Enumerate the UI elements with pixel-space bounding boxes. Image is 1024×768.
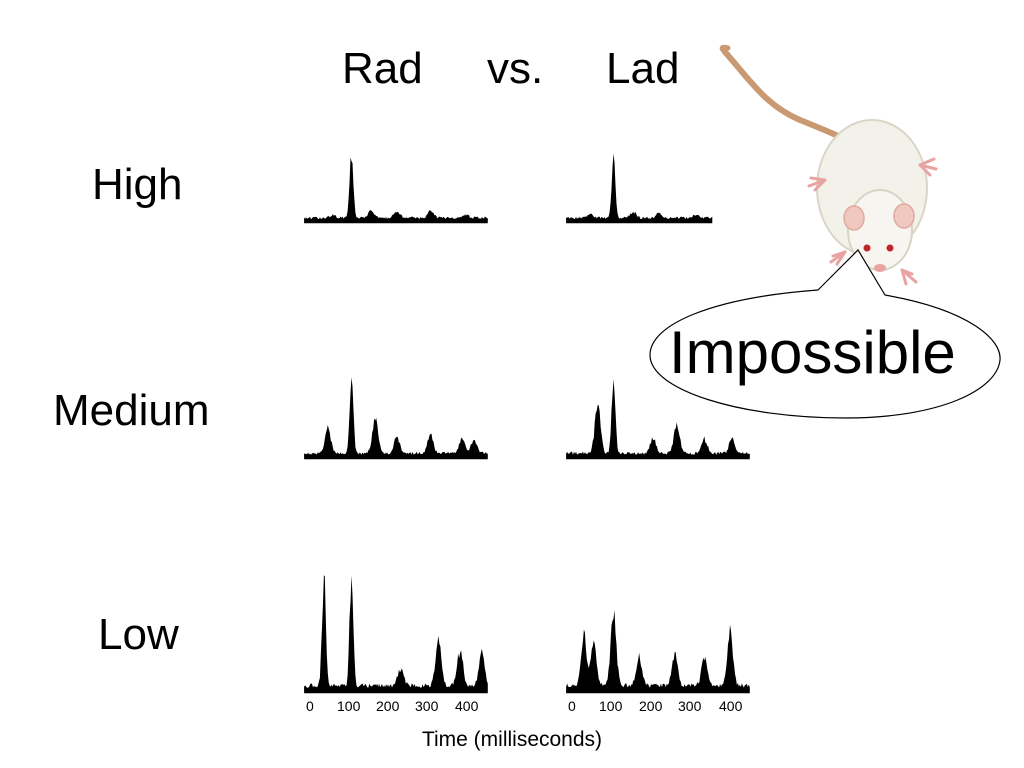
x-tick-rad-0: 0 — [306, 698, 314, 714]
x-tick-rad-300: 300 — [415, 698, 439, 714]
x-tick-lad-300: 300 — [678, 698, 702, 714]
row-label-medium: Medium — [53, 386, 210, 435]
psth-rad-medium — [304, 377, 488, 457]
rat-paw-right-front — [900, 268, 918, 286]
x-tick-lad-200: 200 — [639, 698, 663, 714]
rat-eye-left — [863, 244, 871, 252]
rat-paw-right-back — [918, 157, 938, 177]
x-axis-label: Time (milliseconds) — [421, 728, 603, 751]
title-rad: Rad — [342, 44, 423, 93]
rat-tail-tip — [719, 44, 731, 55]
psth-lad-low — [566, 609, 750, 691]
rat-ear-right — [893, 203, 915, 229]
rat-paw-left-back — [807, 176, 827, 192]
callout-text: Impossible — [669, 319, 956, 386]
title-vs: vs. — [487, 44, 544, 93]
x-tick-rad-200: 200 — [376, 698, 400, 714]
rat-eye-right — [886, 244, 894, 252]
rat-paw-left-front — [829, 250, 847, 266]
title-lad: Lad — [606, 44, 680, 93]
psth-lad-medium — [566, 378, 750, 457]
x-tick-lad-0: 0 — [568, 698, 576, 714]
row-label-low: Low — [98, 610, 179, 659]
rat-illustration — [719, 44, 938, 286]
x-tick-lad-400: 400 — [719, 698, 743, 714]
x-tick-lad-100: 100 — [599, 698, 623, 714]
row-label-high: High — [92, 160, 183, 209]
x-tick-rad-400: 400 — [455, 698, 479, 714]
rat-tail — [722, 49, 841, 139]
x-tick-rad-100: 100 — [337, 698, 361, 714]
psth-rad-low — [304, 575, 488, 691]
psth-rad-high — [304, 157, 488, 221]
speech-bubble — [649, 249, 1001, 419]
rat-ear-left — [843, 205, 865, 231]
rat-callout-graphic — [649, 44, 1001, 419]
rat-nose — [874, 264, 886, 272]
